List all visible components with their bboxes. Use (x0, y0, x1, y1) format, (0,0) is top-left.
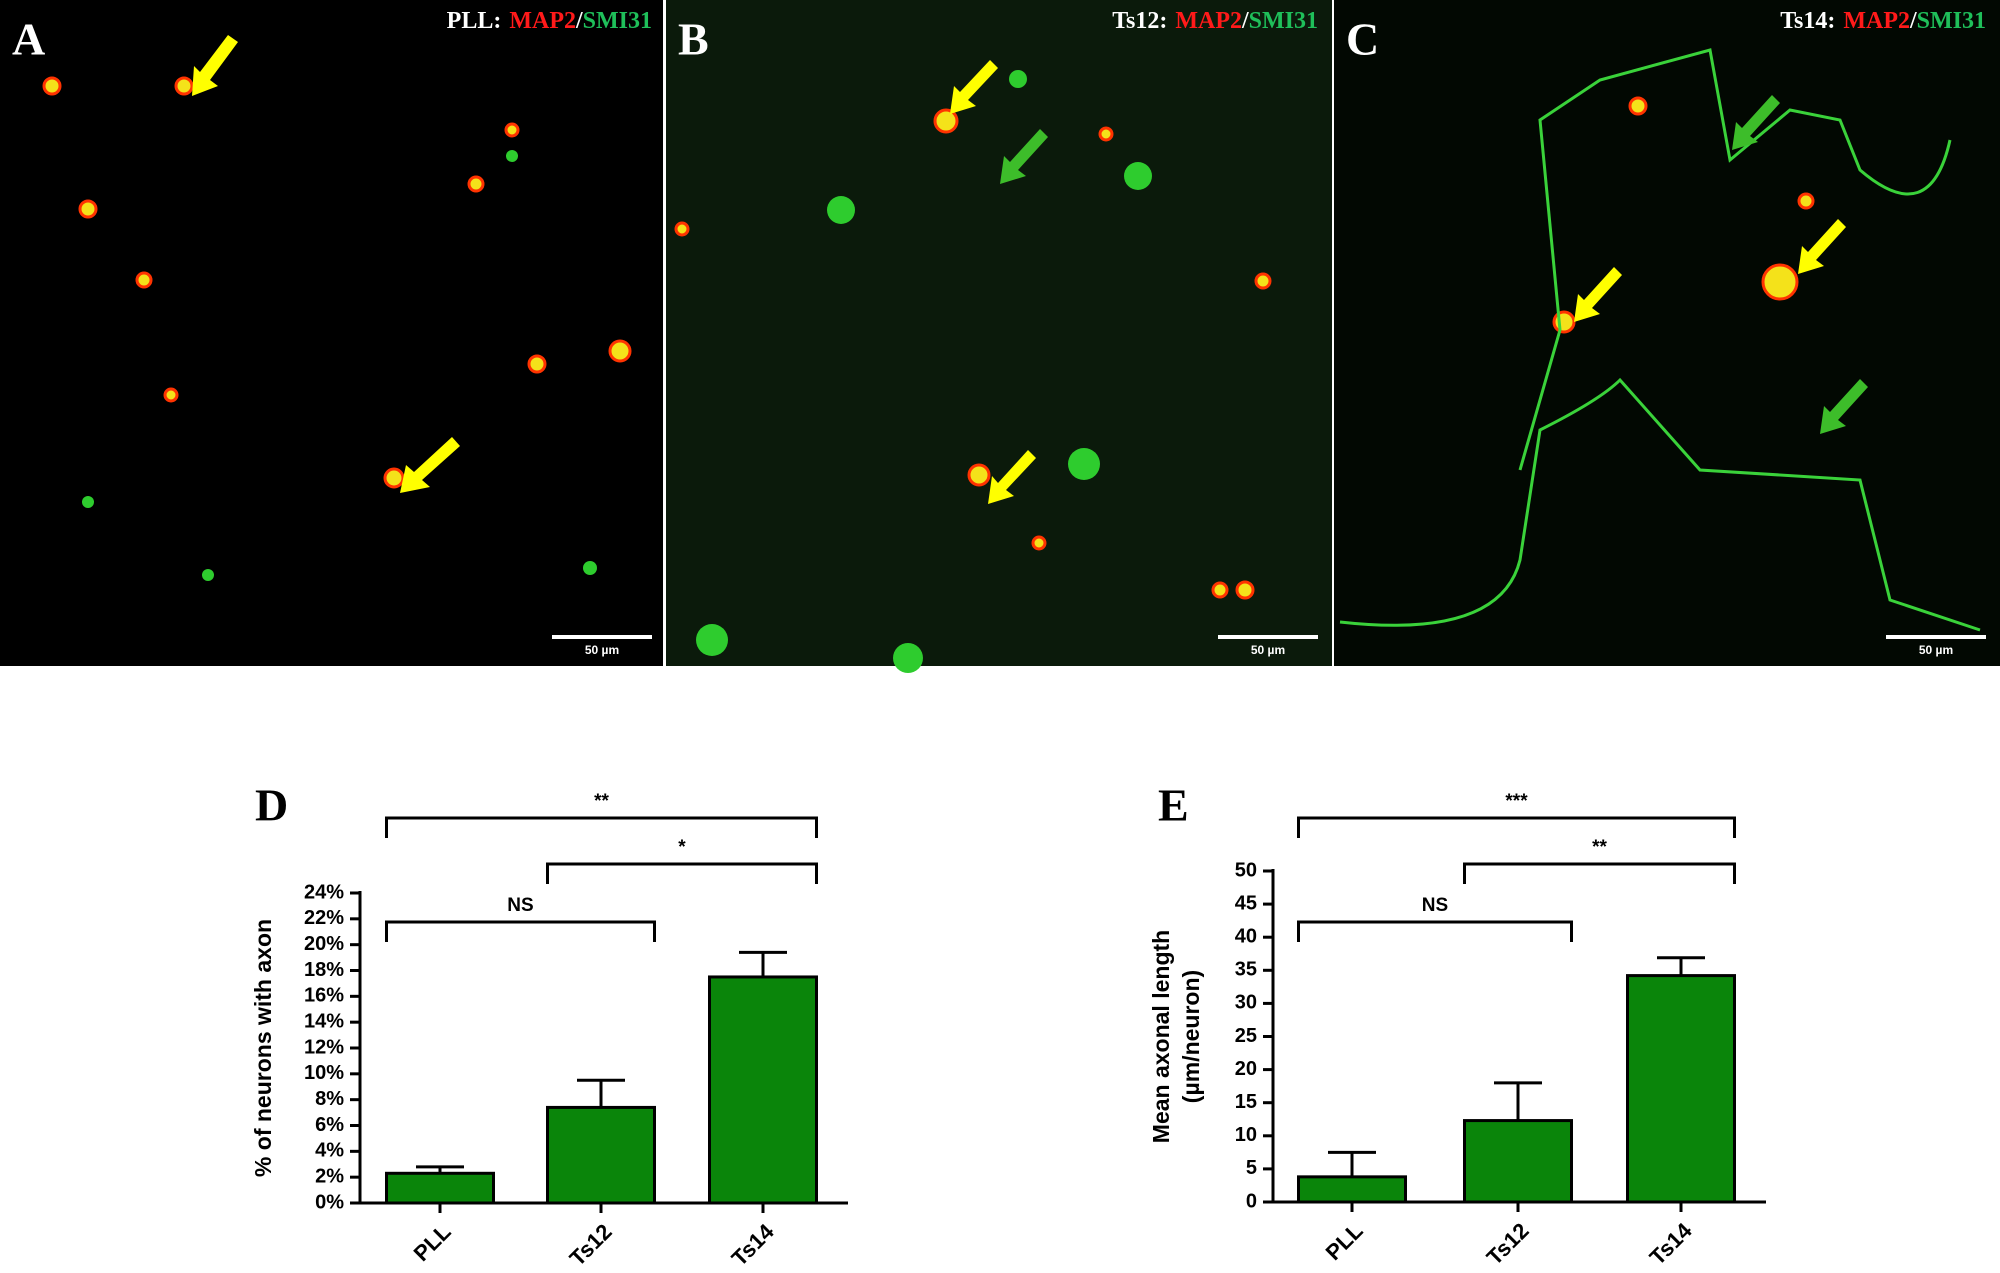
significance-bracket (385, 920, 656, 942)
green-cells (82, 70, 1152, 673)
title-part: / (1909, 8, 1917, 34)
title-part: / (1241, 8, 1249, 34)
scale-bar-label: 50 µm (585, 643, 619, 657)
title-part: SMI31 (583, 8, 652, 34)
significance-label: NS (1422, 895, 1448, 916)
y-tick-label: 50 (1235, 859, 1257, 881)
title-part: SMI31 (1249, 8, 1318, 34)
significance-bracket (1463, 862, 1736, 884)
y-tick-label: 6% (315, 1114, 344, 1136)
bar (1463, 1119, 1573, 1204)
title-part: SMI31 (1917, 8, 1986, 34)
bar (546, 1105, 656, 1205)
title-part: Ts14: (1780, 8, 1835, 34)
panel-letter: A (12, 14, 45, 65)
micrograph-a (0, 0, 663, 666)
scale-bar-label: 50 µm (1919, 643, 1953, 657)
y-tick-label: 2% (315, 1165, 344, 1187)
x-tick-label: PLL (409, 1219, 456, 1266)
y-tick-label: 30 (1235, 992, 1257, 1014)
y-tick-label: 0 (1246, 1190, 1257, 1212)
y-axis-label: % of neurons with axon (250, 919, 276, 1177)
x-tick-label: Ts14 (727, 1218, 780, 1271)
panel-title: PLL: MAP2/SMI31 (447, 8, 652, 34)
y-tick-label: 8% (315, 1088, 344, 1110)
title-part: MAP2 (509, 8, 576, 34)
y-tick-label: 25 (1235, 1025, 1257, 1047)
bar (1626, 974, 1736, 1204)
green-arrows (1000, 95, 1868, 434)
y-tick-label: 20% (304, 933, 344, 955)
y-tick-label: 12% (304, 1036, 344, 1058)
y-tick-label: 5 (1246, 1157, 1257, 1179)
micrographs (0, 0, 2000, 673)
y-tick-label: 4% (315, 1140, 344, 1162)
micrograph-c (1334, 0, 2000, 666)
bar (1297, 1175, 1407, 1204)
scale-bar-label: 50 µm (1251, 643, 1285, 657)
y-tick-label: 10 (1235, 1124, 1257, 1146)
cells (42, 76, 1815, 600)
y-tick-label: 24% (304, 881, 344, 903)
significance-bracket (1297, 816, 1736, 838)
y-tick-label: 40 (1235, 925, 1257, 947)
chart-title: D (255, 780, 288, 831)
y-tick-label: 10% (304, 1062, 344, 1084)
x-tick-label: Ts12 (1482, 1218, 1534, 1270)
significance-bracket (546, 862, 818, 884)
title-part: Ts12: (1112, 8, 1167, 34)
bar (708, 975, 818, 1205)
title-part: MAP2 (1843, 8, 1910, 34)
y-tick-label: 16% (304, 985, 344, 1007)
significance-label: ** (1592, 837, 1607, 858)
panel-letter: C (1346, 14, 1379, 65)
x-tick-label: Ts14 (1645, 1217, 1698, 1270)
panel-title: Ts14: MAP2/SMI31 (1780, 8, 1986, 34)
significance-label: *** (1505, 791, 1528, 812)
y-tick-label: 35 (1235, 959, 1257, 981)
panel-title: Ts12: MAP2/SMI31 (1112, 8, 1318, 34)
y-tick-label: 20 (1235, 1058, 1257, 1080)
significance-label: NS (507, 895, 533, 916)
bar (385, 1171, 495, 1205)
y-tick-label: 15 (1235, 1091, 1257, 1113)
title-part: PLL: (447, 8, 502, 34)
significance-bracket (1297, 920, 1573, 942)
title-part: MAP2 (1175, 8, 1242, 34)
y-tick-label: 14% (304, 1010, 344, 1032)
significance-label: * (678, 837, 686, 858)
y-axis-label: Mean axonal length (1148, 930, 1174, 1143)
significance-label: ** (594, 791, 609, 812)
y-tick-label: 45 (1235, 892, 1257, 914)
micrograph-b (666, 0, 1332, 666)
y-tick-label: 22% (304, 907, 344, 929)
y-tick-label: 18% (304, 959, 344, 981)
x-tick-label: PLL (1321, 1218, 1368, 1265)
panel-letter: B (678, 14, 709, 65)
x-tick-label: Ts12 (565, 1219, 617, 1271)
y-tick-label: 0% (315, 1191, 344, 1213)
chart-title: E (1158, 780, 1189, 831)
axons (1339, 48, 1981, 632)
title-part: / (575, 8, 583, 34)
significance-bracket (385, 816, 818, 838)
arrows (192, 35, 1846, 504)
y-axis-label: (µm/neuron) (1178, 970, 1204, 1103)
